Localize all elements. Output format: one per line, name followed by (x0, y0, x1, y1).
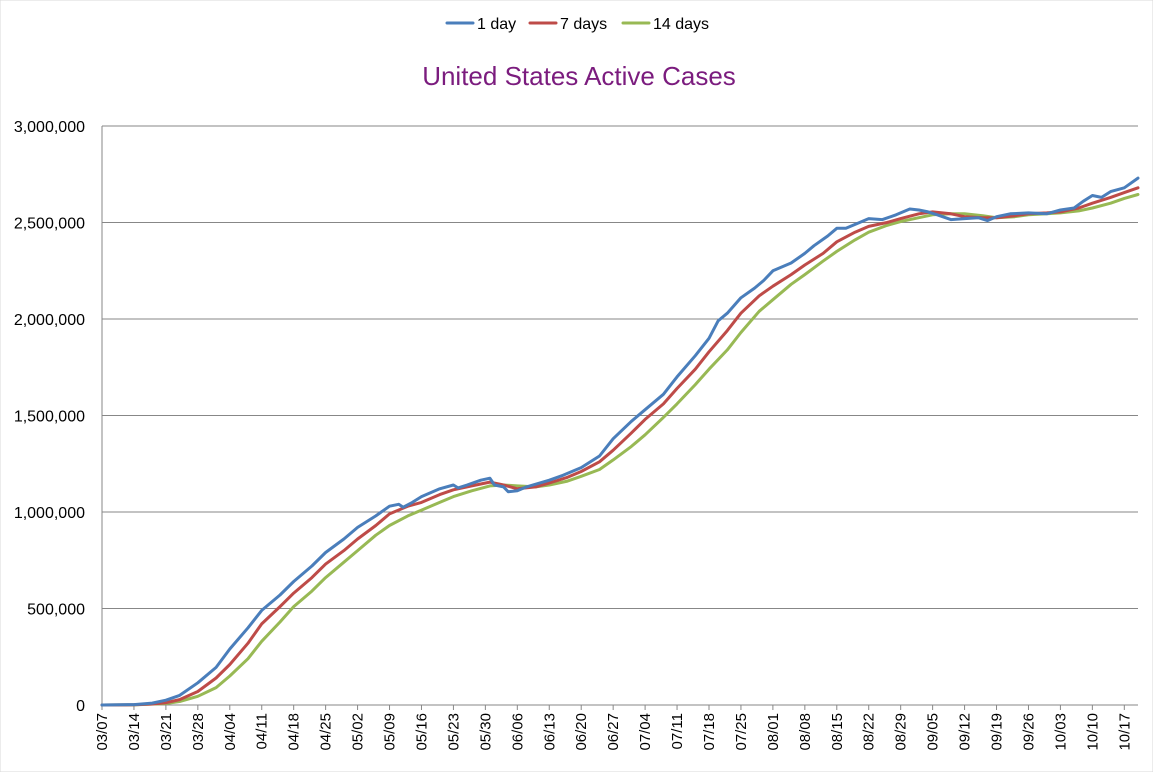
x-tick-label: 07/25 (733, 713, 750, 751)
x-tick-label: 04/18 (286, 713, 303, 751)
x-tick-label: 10/17 (1116, 713, 1133, 751)
x-tick-label: 08/29 (893, 713, 910, 751)
x-tick-label: 04/25 (318, 713, 335, 751)
y-tick-label: 2,000,000 (14, 312, 85, 329)
x-tick-label: 08/15 (829, 713, 846, 751)
x-tick-label: 07/11 (669, 713, 686, 749)
x-tick-label: 08/22 (861, 713, 878, 751)
x-tick-label: 08/01 (765, 713, 782, 751)
x-tick-label: 05/23 (445, 713, 462, 751)
axes (101, 126, 1138, 706)
x-tick-label: 05/16 (413, 713, 430, 751)
y-tick-label: 1,500,000 (14, 409, 85, 426)
y-tick-label: 2,500,000 (14, 216, 85, 233)
x-tick-label: 03/14 (126, 713, 143, 751)
series-line-14-days (100, 193, 1140, 707)
y-axis-ticks: 0 500,000 1,000,000 1,500,000 2,000,000 2,500… (14, 119, 85, 715)
y-tick-label: 1,000,000 (14, 505, 85, 522)
legend: 1 day 7 days 14 days (445, 16, 709, 33)
x-tick-label: 03/07 (94, 713, 111, 751)
legend-label: 7 days (560, 16, 607, 33)
series-line-1-day (100, 176, 1140, 707)
y-tick-label: 0 (76, 698, 85, 715)
x-tick-label: 03/21 (158, 713, 175, 751)
x-axis-ticks: 03/07 03/14 03/21 03/28 04/04 04/11 04/18 04/25… (94, 705, 1133, 751)
series-lines (100, 176, 1140, 707)
y-tick-label: 3,000,000 (14, 119, 85, 136)
x-tick-label: 08/08 (797, 713, 814, 751)
x-tick-label: 03/28 (190, 713, 207, 751)
x-tick-label: 05/02 (350, 713, 367, 751)
x-tick-label: 10/10 (1084, 713, 1101, 751)
x-tick-label: 06/06 (509, 713, 526, 751)
x-tick-label: 09/05 (925, 713, 942, 751)
x-tick-label: 09/19 (989, 713, 1006, 751)
x-tick-label: 04/11 (254, 713, 271, 749)
legend-label: 1 day (477, 16, 516, 33)
x-tick-label: 06/27 (605, 713, 622, 751)
x-tick-label: 09/26 (1020, 713, 1037, 751)
x-tick-label: 06/20 (573, 713, 590, 751)
x-tick-label: 05/09 (382, 713, 399, 751)
x-tick-label: 07/04 (637, 713, 654, 751)
x-tick-label: 04/04 (222, 713, 239, 751)
x-tick-label: 09/12 (957, 713, 974, 751)
x-tick-label: 06/13 (541, 713, 558, 751)
gridlines (102, 125, 1138, 609)
legend-label: 14 days (653, 16, 709, 33)
x-tick-label: 07/18 (701, 713, 718, 751)
y-tick-label: 500,000 (27, 602, 85, 619)
x-tick-label: 05/30 (477, 713, 494, 751)
chart-title: United States Active Cases (422, 61, 736, 91)
x-tick-label: 10/03 (1052, 713, 1069, 751)
